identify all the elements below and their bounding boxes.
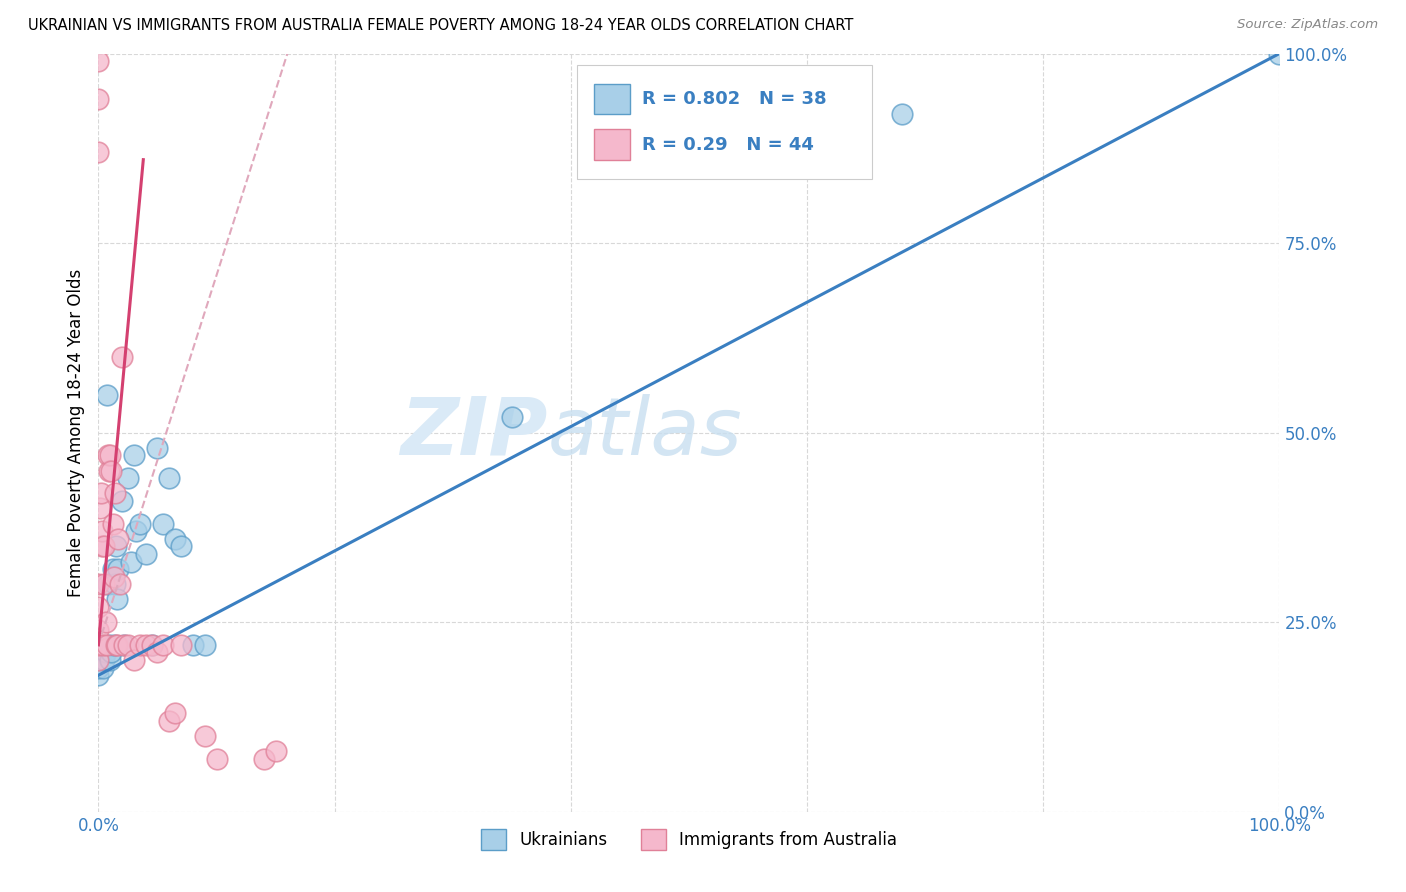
Point [105,638,128,652]
Point [141,638,163,652]
Text: ZIP: ZIP [399,393,547,472]
Point [125,524,148,539]
FancyBboxPatch shape [576,65,872,178]
Point [93,653,115,667]
Point [104,577,127,591]
Point [121,554,143,569]
Point [89,501,111,516]
Point [100,646,122,660]
Point [98,464,121,478]
Point [122,653,145,667]
Text: Source: ZipAtlas.com: Source: ZipAtlas.com [1237,18,1378,31]
Point [112,638,135,652]
Point [112,638,135,652]
Point [157,471,180,485]
Point [152,638,174,652]
Point [87,638,110,652]
Point [94,615,117,630]
Point [105,638,128,652]
Point [101,516,124,531]
Text: atlas: atlas [547,393,742,472]
Point [103,638,125,652]
Point [94,646,117,660]
Point [91,660,114,675]
Point [97,449,120,463]
Point [87,623,110,637]
Text: R = 0.802   N = 38: R = 0.802 N = 38 [641,90,827,108]
Point [146,441,169,455]
Point [91,646,114,660]
Point [91,638,114,652]
Text: R = 0.29   N = 44: R = 0.29 N = 44 [641,136,814,153]
Point [98,653,121,667]
Point [90,653,112,667]
Point [108,577,131,591]
Point [890,107,912,121]
Point [91,524,114,539]
Point [264,744,287,758]
Point [501,410,523,425]
Point [170,638,193,652]
Point [107,562,129,576]
Point [87,600,110,615]
Bar [595,84,630,114]
Point [87,54,110,69]
Point [135,638,157,652]
Point [117,638,139,652]
Point [91,539,114,553]
Point [100,464,122,478]
Point [1268,46,1291,61]
Point [104,486,127,500]
Point [111,494,134,508]
Point [165,532,187,546]
Point [103,570,125,584]
Point [87,660,110,675]
Point [170,539,193,553]
Point [165,706,187,721]
Point [135,547,157,561]
Point [146,646,169,660]
Point [205,751,228,765]
Point [87,653,110,667]
Point [253,751,276,765]
Point [141,638,163,652]
Point [122,449,145,463]
Point [157,714,180,728]
Point [93,577,115,591]
Point [181,638,204,652]
Point [128,516,150,531]
Point [87,92,110,106]
Point [97,577,120,591]
Point [117,471,139,485]
Point [87,577,110,591]
Point [105,539,128,553]
Point [152,516,174,531]
Point [107,532,129,546]
Point [93,539,115,553]
Point [96,638,118,652]
Point [98,638,121,652]
Point [87,668,110,682]
Point [90,486,112,500]
Point [111,350,134,364]
Point [105,592,128,607]
Point [87,145,110,160]
Point [194,638,217,652]
Point [101,562,124,576]
Point [98,449,121,463]
Point [87,653,110,667]
Point [96,387,118,401]
Bar [595,129,630,160]
Legend: Ukrainians, Immigrants from Australia: Ukrainians, Immigrants from Australia [474,822,904,856]
Point [128,638,150,652]
Point [194,729,217,743]
Text: UKRAINIAN VS IMMIGRANTS FROM AUSTRALIA FEMALE POVERTY AMONG 18-24 YEAR OLDS CORR: UKRAINIAN VS IMMIGRANTS FROM AUSTRALIA F… [28,18,853,33]
Y-axis label: Female Poverty Among 18-24 Year Olds: Female Poverty Among 18-24 Year Olds [66,268,84,597]
